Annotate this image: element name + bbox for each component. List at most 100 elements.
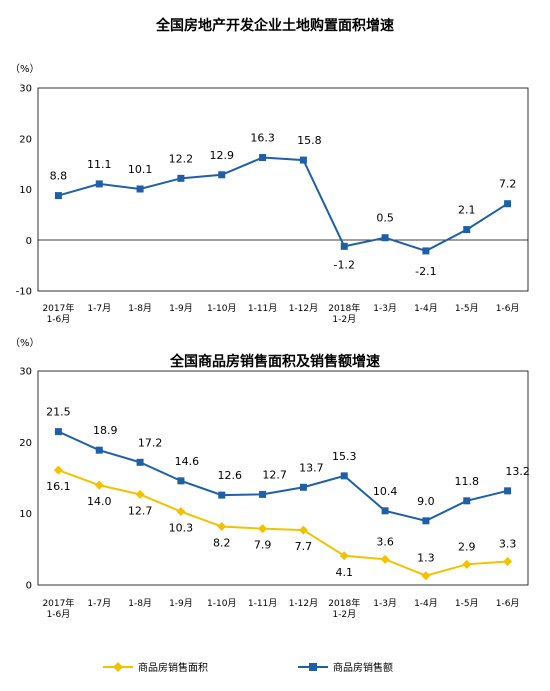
series-line [58,469,508,577]
y-tick-label: 30 [19,367,32,378]
x-tick-label: 1-12月 [289,598,318,609]
x-tick-label: 1-7月 [87,598,111,609]
data-label: 0.5 [376,212,394,225]
y-tick-label: 20 [19,438,32,449]
legend-amount-marker [309,663,317,671]
data-label: 3.6 [376,535,394,548]
data-point [217,522,227,532]
data-point [54,192,62,200]
x-tick-label: 1-8月 [128,303,152,314]
chart-1-plot-area [37,87,529,292]
chart-2-legend: 商品房销售面积 商品房销售额 [103,661,393,674]
data-point [136,185,144,193]
x-tick-label: 1-3月 [373,598,397,609]
data-point [504,200,512,208]
data-label: 12.9 [210,149,235,162]
data-point [503,556,513,566]
x-tick-label: 1-6月 [496,303,520,314]
data-label: 13.7 [299,461,324,474]
x-tick-label: 2017年 [42,302,74,314]
data-point [258,524,268,534]
data-label: 16.1 [46,480,71,493]
data-label: 4.1 [336,566,354,579]
x-tick-label: 1-2月 [332,314,356,325]
data-label: 17.2 [138,436,163,449]
data-point [462,559,472,569]
data-label: 12.2 [169,152,194,165]
data-point [218,491,226,499]
y-tick-label: 0 [26,581,32,592]
data-point [95,180,103,188]
x-tick-label: 2017年 [42,597,74,609]
data-point [421,571,431,581]
data-label: 11.1 [87,158,112,171]
legend-area-marker [113,662,123,672]
data-label: 10.1 [128,163,153,176]
x-tick-label: 1-4月 [414,598,438,609]
x-tick-label: 1-6月 [47,314,71,325]
data-point [463,497,471,505]
x-tick-label: 1-2月 [332,609,356,620]
x-tick-label: 1-11月 [248,598,277,609]
data-label: 7.2 [499,178,517,191]
data-label: 15.3 [332,450,357,463]
data-point [259,490,267,498]
data-label: 7.7 [295,540,313,553]
y-tick-label: 0 [26,236,32,247]
x-tick-label: 1-6月 [496,598,520,609]
data-label: 11.8 [455,475,480,488]
data-label: 3.3 [499,537,517,550]
data-point [463,226,471,234]
y-tick-label: 10 [19,509,32,520]
y-tick-label: 30 [19,84,32,95]
data-label: 12.6 [218,469,243,482]
x-tick-label: 1-8月 [128,598,152,609]
x-tick-label: 1-10月 [207,303,236,314]
data-point [340,472,348,480]
data-point [95,446,103,454]
legend-area-label: 商品房销售面积 [138,661,208,674]
y-tick-label: -10 [16,287,32,298]
data-label: 14.0 [87,495,112,508]
x-tick-label: 1-3月 [373,303,397,314]
data-point [299,483,307,491]
data-point [53,465,63,475]
x-tick-label: 1-10月 [207,598,236,609]
x-tick-label: 2018年 [328,597,360,609]
data-label: 7.9 [254,539,272,552]
data-label: 8.2 [213,537,231,550]
x-tick-label: 1-6月 [47,609,71,620]
data-point [177,477,185,485]
x-tick-label: 1-9月 [169,598,193,609]
x-tick-label: 1-5月 [455,598,479,609]
data-point [218,171,226,179]
data-label: 16.3 [250,132,275,145]
data-label: -2.1 [415,265,436,278]
data-label: 15.8 [297,134,322,147]
chart-1-title: 全国房地产开发企业土地购置面积增速 [155,17,394,34]
data-label: 10.4 [373,485,398,498]
data-label: 1.3 [417,552,435,565]
data-point [422,517,430,525]
series-line [58,156,509,252]
data-point [176,507,186,517]
x-tick-label: 1-9月 [169,303,193,314]
data-point [380,554,390,564]
data-point [298,525,308,535]
x-tick-label: 1-4月 [414,303,438,314]
data-point [136,458,144,466]
data-point [135,489,145,499]
data-label: 2.1 [458,204,476,217]
x-tick-label: 1-7月 [87,303,111,314]
x-tick-label: 1-11月 [248,303,277,314]
y-tick-label: 20 [19,134,32,145]
data-point [340,242,348,250]
data-point [299,156,307,164]
x-tick-label: 2018年 [328,302,360,314]
data-label: 8.8 [50,170,68,183]
legend-amount-label: 商品房销售额 [333,661,393,674]
data-point [339,551,349,561]
data-point [381,234,389,242]
